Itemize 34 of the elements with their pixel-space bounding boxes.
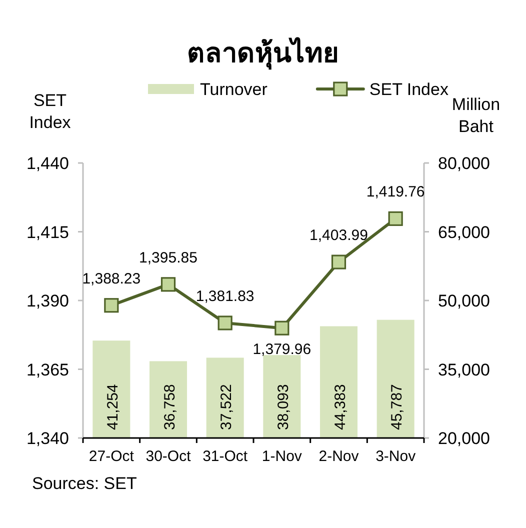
annotation: Sources: SET: [32, 474, 137, 493]
x-tick-label: 30-Oct: [146, 448, 191, 465]
x-tick-label: 2-Nov: [318, 448, 359, 465]
data-label: 1,379.96: [252, 341, 312, 358]
x-tick-label: 27-Oct: [88, 448, 134, 465]
data-label: 38,093: [274, 384, 292, 430]
legend-label: Turnover: [200, 80, 268, 99]
data-label: 1,419.76: [366, 184, 425, 201]
y-tick-label: 1,440: [26, 154, 69, 173]
data-label: 1,395.85: [139, 249, 198, 266]
data-label: 37,522: [218, 384, 236, 430]
legend-label: SET Index: [369, 80, 448, 99]
y2-tick-label: 20,000: [438, 429, 490, 448]
y-tick-label: 1,340: [26, 429, 69, 448]
y2-tick-label: 35,000: [438, 360, 490, 380]
data-label: 1,388.23: [82, 270, 141, 288]
x-tick-label: 3-Nov: [376, 448, 416, 465]
y-axis-title: SET Index: [29, 91, 71, 132]
data-label: 1,403.99: [310, 227, 368, 244]
title: ตลาดหุ้นไทย: [187, 38, 339, 68]
y2-tick-label: 80,000: [438, 154, 490, 173]
y2-tick-label: 65,000: [438, 222, 490, 242]
y-tick-label: 1,390: [26, 292, 69, 310]
data-label: 36,758: [161, 384, 178, 430]
data-label: 41,254: [104, 384, 122, 430]
data-label: 44,383: [332, 384, 349, 430]
data-label: 45,787: [388, 384, 406, 430]
y2-axis-title: Million Baht: [452, 95, 500, 136]
y2-tick-label: 50,000: [438, 292, 490, 310]
y-tick-label: 1,415: [26, 222, 69, 242]
data-label: 1,381.83: [196, 288, 254, 305]
x-tick-label: 1-Nov: [262, 448, 302, 465]
x-tick-label: 31-Oct: [202, 448, 248, 465]
y-tick-label: 1,365: [26, 360, 69, 380]
